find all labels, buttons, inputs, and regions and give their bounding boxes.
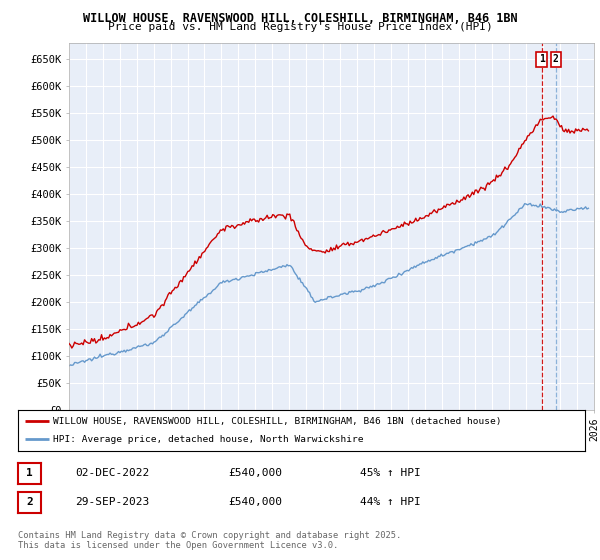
Text: £540,000: £540,000 (228, 497, 282, 507)
Text: £540,000: £540,000 (228, 468, 282, 478)
Text: 02-DEC-2022: 02-DEC-2022 (75, 468, 149, 478)
Text: WILLOW HOUSE, RAVENSWOOD HILL, COLESHILL, BIRMINGHAM, B46 1BN (detached house): WILLOW HOUSE, RAVENSWOOD HILL, COLESHILL… (53, 417, 502, 426)
Text: 1: 1 (26, 468, 33, 478)
Text: 1: 1 (539, 54, 545, 64)
Text: HPI: Average price, detached house, North Warwickshire: HPI: Average price, detached house, Nort… (53, 435, 364, 444)
Text: 29-SEP-2023: 29-SEP-2023 (75, 497, 149, 507)
Text: 44% ↑ HPI: 44% ↑ HPI (360, 497, 421, 507)
Text: Price paid vs. HM Land Registry's House Price Index (HPI): Price paid vs. HM Land Registry's House … (107, 22, 493, 32)
Text: Contains HM Land Registry data © Crown copyright and database right 2025.
This d: Contains HM Land Registry data © Crown c… (18, 531, 401, 550)
Text: 2: 2 (26, 497, 33, 507)
Text: WILLOW HOUSE, RAVENSWOOD HILL, COLESHILL, BIRMINGHAM, B46 1BN: WILLOW HOUSE, RAVENSWOOD HILL, COLESHILL… (83, 12, 517, 25)
Text: 2: 2 (553, 54, 559, 64)
Text: 45% ↑ HPI: 45% ↑ HPI (360, 468, 421, 478)
